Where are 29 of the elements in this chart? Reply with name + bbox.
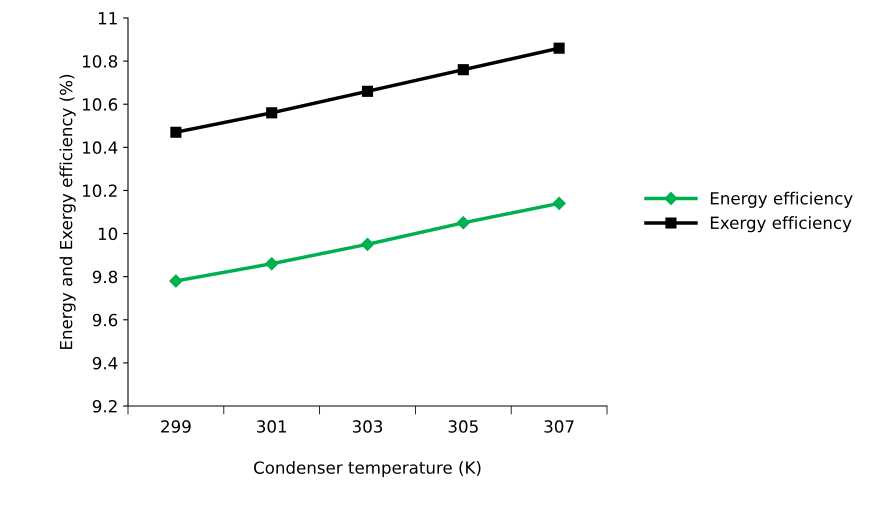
point [360,238,374,251]
x-axis-title: Condenser temperature (K) [254,461,480,478]
y-tick-label: 11 [98,12,117,24]
point [362,86,374,97]
point [552,196,566,210]
y-tick-label: 10.4 [83,141,118,154]
legend-label: Energy efficiency [710,192,853,208]
y-tick-label: 9.8 [92,270,118,284]
y-tick-label: 10.2 [83,184,117,198]
point [456,216,470,230]
y-tick-label: 10.8 [83,55,118,68]
x-tick-label: 305 [448,420,478,433]
point [458,64,469,76]
x-tick-label: 307 [544,420,574,433]
y-axis-title: Energy and Exergy efficiency (%) [59,74,76,349]
y-tick-label: 10.6 [83,98,118,111]
point [169,274,182,288]
y-tick-label: 9.4 [92,356,118,370]
point [265,257,278,270]
point [170,126,182,138]
point [554,42,565,54]
x-tick-label: 299 [161,420,191,433]
x-tick-label: 303 [352,420,382,433]
y-tick-label: 9.6 [92,314,118,326]
y-tick-label: 9.2 [92,400,117,413]
point [266,107,278,118]
y-tick-label: 10 [98,228,118,240]
legend-label: Exergy efficiency [710,216,852,232]
x-tick-label: 301 [257,420,286,433]
